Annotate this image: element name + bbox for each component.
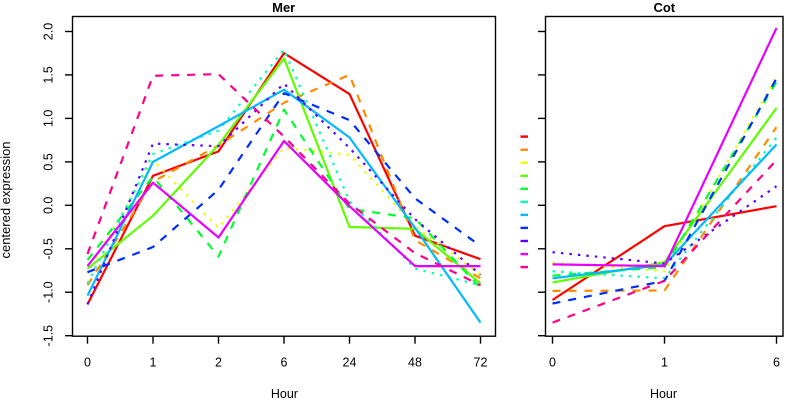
svg-text:1.0: 1.0 xyxy=(42,110,56,127)
svg-text:1.5: 1.5 xyxy=(42,66,56,83)
svg-text:-1.5: -1.5 xyxy=(42,325,56,347)
svg-text:0.0: 0.0 xyxy=(42,197,56,214)
svg-text:centered expression: centered expression xyxy=(0,141,13,258)
svg-text:-0.5: -0.5 xyxy=(42,238,56,260)
svg-text:-1.0: -1.0 xyxy=(42,281,56,303)
svg-text:Mer: Mer xyxy=(272,0,295,15)
svg-text:0: 0 xyxy=(84,355,91,369)
svg-text:72: 72 xyxy=(474,355,488,369)
svg-text:Cot: Cot xyxy=(653,0,675,15)
svg-text:48: 48 xyxy=(408,355,422,369)
svg-text:2.0: 2.0 xyxy=(42,23,56,40)
svg-text:0: 0 xyxy=(549,355,556,369)
svg-text:1: 1 xyxy=(661,355,668,369)
svg-text:2: 2 xyxy=(215,355,222,369)
svg-text:Hour: Hour xyxy=(650,387,677,400)
svg-text:0.5: 0.5 xyxy=(42,153,56,170)
svg-text:6: 6 xyxy=(773,355,780,369)
svg-text:1: 1 xyxy=(150,355,157,369)
svg-text:24: 24 xyxy=(343,355,357,369)
svg-text:6: 6 xyxy=(281,355,288,369)
svg-text:Hour: Hour xyxy=(271,387,298,400)
